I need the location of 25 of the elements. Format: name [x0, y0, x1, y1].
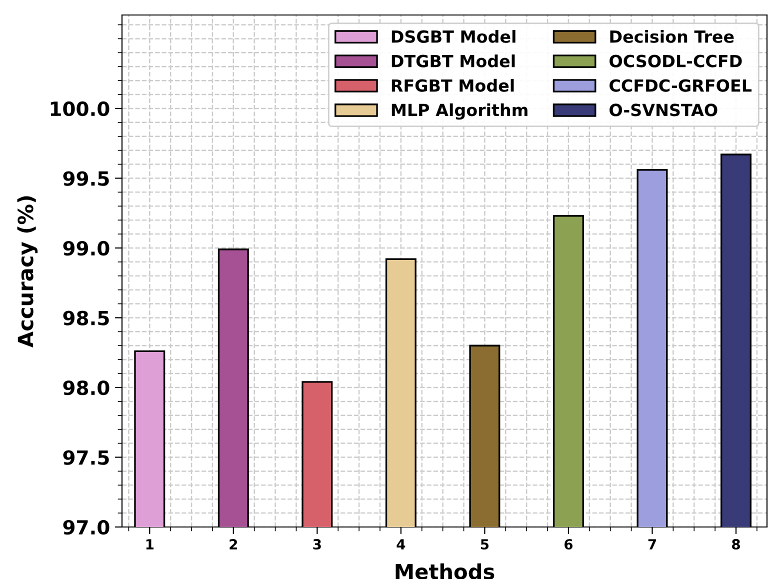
x-tick-label: 2 — [230, 539, 238, 550]
legend-label: CCFDC-GRFOEL — [610, 79, 752, 92]
x-tick-label: 1 — [146, 539, 154, 550]
x-axis-title: Methods — [396, 563, 494, 579]
legend-label: MLP Algorithm — [392, 103, 528, 120]
x-tick-label: 6 — [564, 539, 573, 550]
y-tick-label: 98.0 — [63, 380, 110, 396]
y-tick-label: 97.0 — [63, 520, 110, 535]
x-tick-label: 5 — [480, 539, 489, 550]
legend-label: RFGBT Model — [392, 78, 514, 92]
legend-label: Decision Tree — [610, 30, 734, 43]
x-tick-label: 7 — [648, 539, 656, 550]
y-axis-title: Accuracy (%) — [17, 196, 38, 348]
y-tick-label: 99.0 — [63, 240, 110, 256]
legend-label: OCSODL-CCFD — [610, 54, 742, 68]
x-tick-label: 3 — [313, 539, 321, 550]
y-tick-label: 100.0 — [50, 101, 110, 116]
x-tick-label: 8 — [732, 539, 740, 550]
x-tick-label: 4 — [396, 539, 406, 550]
y-tick-label: 97.5 — [63, 450, 109, 465]
y-tick-label: 98.5 — [63, 310, 109, 326]
legend-label: O-SVNSTAO — [610, 104, 718, 116]
legend-label: DTGBT Model — [392, 54, 515, 68]
legend-label: DSGBT Model — [392, 30, 516, 43]
y-tick-label: 99.5 — [63, 171, 109, 186]
